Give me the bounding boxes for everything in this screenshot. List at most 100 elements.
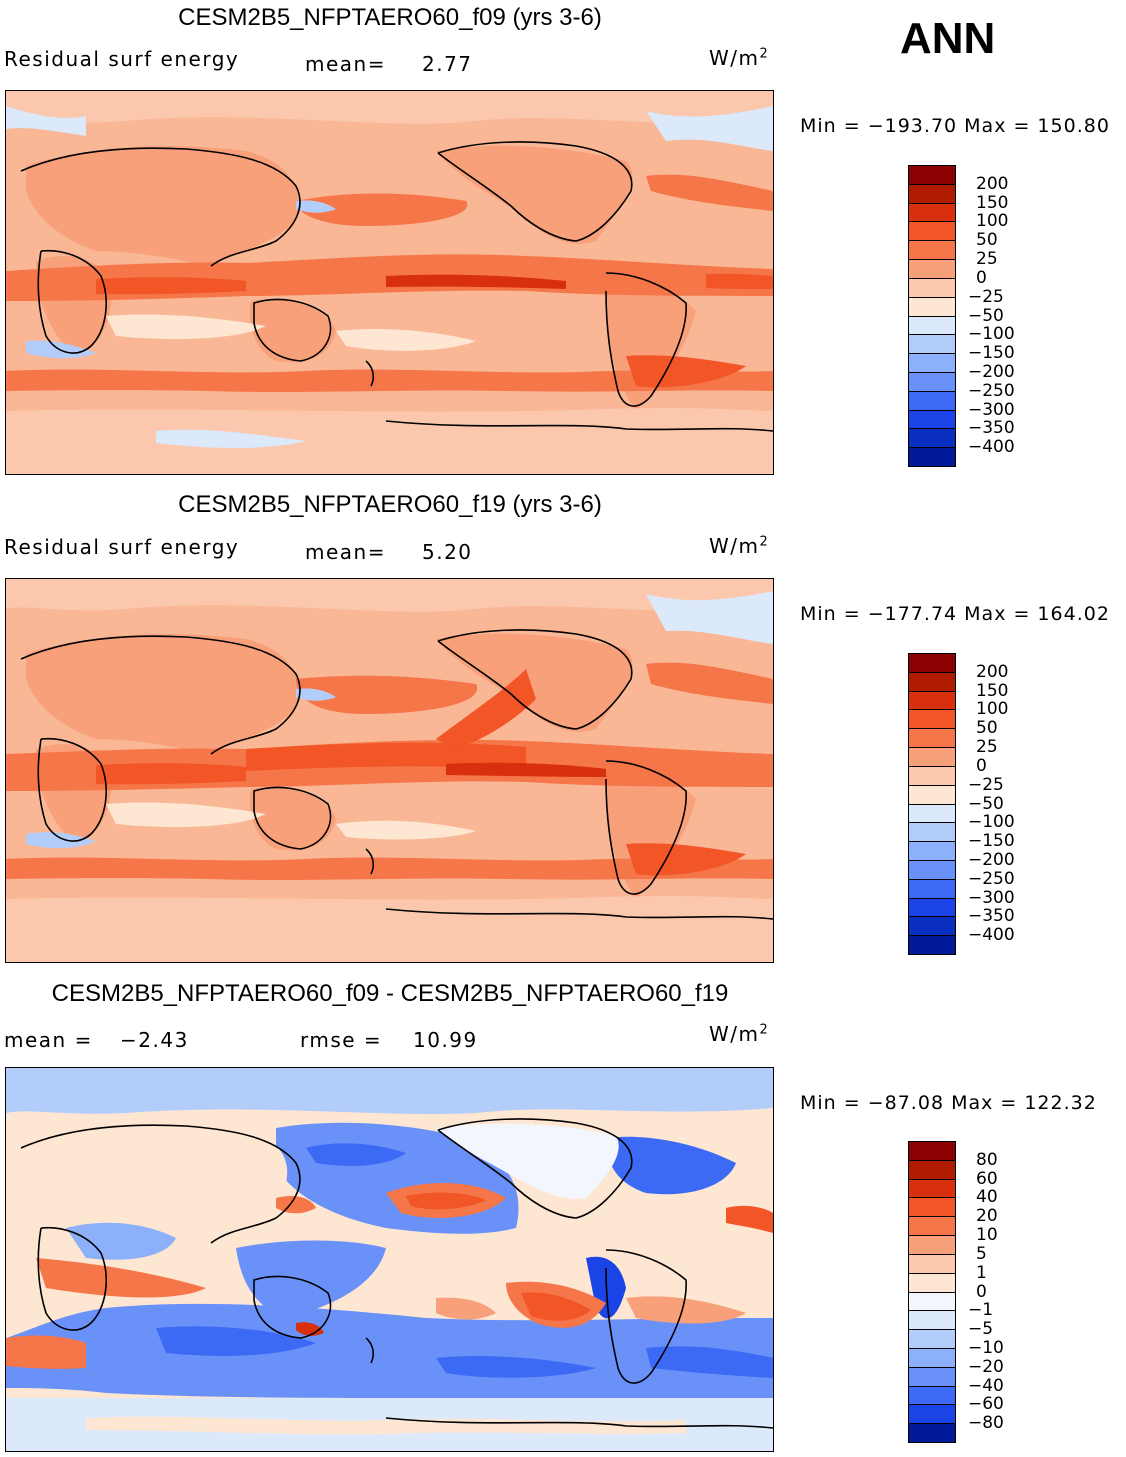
colorbar-tick-label: −60	[968, 1394, 1004, 1415]
panel-1-map-svg	[6, 91, 773, 474]
colorbar-tick-label: −150	[968, 343, 1015, 364]
panel-1-title: CESM2B5_NFPTAERO60_f09 (yrs 3-6)	[178, 4, 602, 31]
season-label: ANN	[900, 14, 996, 63]
colorbar-swatch	[908, 709, 956, 730]
colorbar-swatch	[908, 1291, 956, 1312]
colorbar-tick-label: −100	[968, 812, 1015, 833]
colorbar-tick-label: 150	[976, 192, 1009, 213]
colorbar-tick-label: 50	[976, 230, 998, 251]
colorbar-tick-label: 0	[976, 755, 987, 776]
panel-3-map	[5, 1067, 774, 1452]
panel-3-units-text: W/m	[709, 1022, 760, 1046]
panel-3-min-max: Min = −87.08 Max = 122.32	[800, 1092, 1097, 1114]
panel-1-mean-value: 2.77	[422, 52, 473, 76]
panel-3-map-svg	[6, 1068, 773, 1451]
colorbar-tick-label: 20	[976, 1206, 998, 1227]
colorbar-swatch	[908, 1197, 956, 1218]
colorbar-swatch	[908, 409, 956, 430]
colorbar-tick-label: −1	[968, 1300, 994, 1321]
panel-1-mean-label: mean=	[305, 52, 386, 76]
panel-1-min-max: Min = −193.70 Max = 150.80	[800, 115, 1110, 137]
colorbar-tick-label: 80	[976, 1149, 998, 1170]
colorbar-swatch	[908, 1216, 956, 1237]
panel-2-units-text: W/m	[709, 534, 760, 558]
colorbar-swatch	[908, 447, 956, 467]
colorbar-swatch	[908, 878, 956, 899]
colorbar-tick-label: 50	[976, 718, 998, 739]
colorbar-tick-label: −300	[968, 887, 1015, 908]
colorbar-swatch	[908, 1178, 956, 1199]
colorbar-tick-label: −80	[968, 1413, 1004, 1434]
colorbar-tick-label: −50	[968, 305, 1004, 326]
colorbar-tick-label: −100	[968, 324, 1015, 345]
colorbar-swatch	[908, 747, 956, 767]
colorbar-swatch	[908, 259, 956, 279]
panel-3-colorbar: 80 60 40 20 10 5 1 0 −1 −5 −10 −20 −40 −60 −80	[908, 1141, 1004, 1443]
panel-3-rmse-label: rmse =	[300, 1028, 383, 1052]
colorbar-swatch	[908, 1310, 956, 1331]
colorbar-tick-label: 25	[976, 737, 998, 758]
colorbar-tick-label: −10	[968, 1337, 1004, 1358]
panel-3-title: CESM2B5_NFPTAERO60_f09 - CESM2B5_NFPTAER…	[51, 980, 729, 1007]
panel-1-units-sup: 2	[759, 46, 770, 62]
colorbar-swatch	[908, 916, 956, 937]
colorbar-tick-label: 40	[976, 1187, 998, 1208]
panel-3-rmse-value: 10.99	[413, 1028, 478, 1052]
colorbar-swatch	[908, 1272, 956, 1293]
colorbar-swatch	[908, 859, 956, 880]
panel-1-map	[5, 90, 774, 475]
colorbar-swatch	[908, 935, 956, 955]
colorbar-swatch	[908, 1141, 956, 1161]
colorbar-swatch	[908, 277, 956, 298]
panel-2-units-sup: 2	[759, 534, 770, 550]
colorbar-tick-label: 100	[976, 699, 1009, 720]
panel-2-title: CESM2B5_NFPTAERO60_f19 (yrs 3-6)	[178, 491, 602, 518]
panel-2-units: W/m2	[709, 534, 769, 558]
panel-2-map-svg	[6, 579, 773, 962]
colorbar-swatch	[908, 334, 956, 355]
colorbar-swatch	[908, 822, 956, 843]
colorbar-swatch	[908, 1329, 956, 1349]
panel-1-units: W/m2	[709, 46, 769, 70]
colorbar-tick-label: −250	[968, 380, 1015, 401]
colorbar-tick-label: 0	[976, 267, 987, 288]
colorbar-swatch	[908, 183, 956, 204]
colorbar-tick-label: −400	[968, 437, 1015, 458]
colorbar-tick-label: 25	[976, 249, 998, 270]
colorbar-swatch	[908, 1423, 956, 1443]
colorbar-tick-label: −50	[968, 793, 1004, 814]
colorbar-swatch	[908, 841, 956, 861]
colorbar-swatch	[908, 1385, 956, 1406]
colorbar-tick-label: −150	[968, 831, 1015, 852]
panel-2-mean-value: 5.20	[422, 540, 473, 564]
colorbar-tick-label: −20	[968, 1356, 1004, 1377]
colorbar-swatch	[908, 390, 956, 411]
colorbar-tick-label: −5	[968, 1319, 994, 1340]
colorbar-tick-label: −350	[968, 418, 1015, 439]
panel-2-min-max: Min = −177.74 Max = 164.02	[800, 603, 1110, 625]
colorbar-swatch	[908, 296, 956, 317]
panel-2-variable-label: Residual surf energy	[4, 535, 240, 559]
colorbar-tick-label: −250	[968, 868, 1015, 889]
colorbar-tick-label: −200	[968, 361, 1015, 382]
colorbar-tick-label: −200	[968, 849, 1015, 870]
colorbar-swatch	[908, 221, 956, 242]
panel-2-map	[5, 578, 774, 963]
colorbar-tick-label: 5	[976, 1243, 987, 1264]
colorbar-swatch	[908, 1235, 956, 1255]
colorbar-swatch	[908, 897, 956, 918]
colorbar-swatch	[908, 765, 956, 786]
colorbar-swatch	[908, 371, 956, 392]
colorbar-swatch	[908, 202, 956, 223]
colorbar-tick-label: −40	[968, 1375, 1004, 1396]
colorbar-swatch	[908, 728, 956, 749]
panel-1-units-text: W/m	[709, 46, 760, 70]
colorbar-swatch	[908, 653, 956, 673]
colorbar-tick-label: 60	[976, 1168, 998, 1189]
colorbar-swatch	[908, 1159, 956, 1180]
colorbar-swatch	[908, 1404, 956, 1425]
colorbar-tick-label: 200	[976, 661, 1009, 682]
colorbar-tick-label: 100	[976, 211, 1009, 232]
colorbar-tick-label: −25	[968, 774, 1004, 795]
colorbar-swatch	[908, 165, 956, 185]
